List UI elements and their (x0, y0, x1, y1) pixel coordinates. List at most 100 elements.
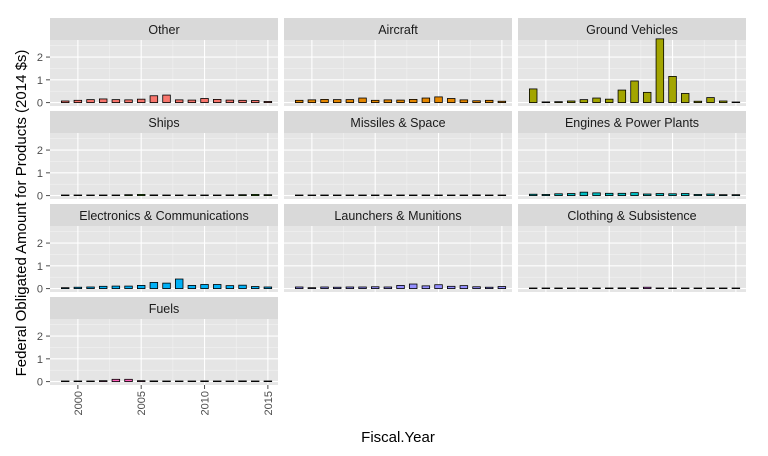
facet-label: Clothing & Subsistence (567, 209, 696, 223)
bar-missiles-and-space-2014 (484, 194, 494, 196)
y-tick-label: 1 (37, 168, 43, 180)
facet-strip (284, 204, 512, 226)
bar-ships-2007 (162, 194, 171, 196)
panel-aircraft: Aircraft (284, 18, 512, 106)
x-tick-label: 2010 (200, 391, 212, 415)
bar-electronics-and-communications-2000 (73, 286, 83, 289)
panel-electronics-and-communications: Electronics & Communications (50, 204, 278, 292)
bar-ships-2011 (212, 194, 222, 196)
bar-fuels-2012 (225, 380, 235, 382)
bar-missiles-and-space-2013 (472, 194, 481, 196)
bar-ships-2012 (225, 194, 235, 196)
bar-other-2006 (149, 95, 159, 103)
bar-fuels-2006 (149, 380, 159, 382)
bar-other-2004 (124, 99, 133, 103)
panel-background (518, 226, 746, 292)
bar-other-2000 (73, 99, 83, 103)
bar-ground-vehicles-2000 (541, 101, 551, 103)
bar-fuels-2009 (187, 380, 197, 382)
y-tick-label: 1 (37, 75, 43, 87)
bar-missiles-and-space-2004 (358, 194, 367, 196)
bar-aircraft-2015 (497, 100, 507, 103)
bar-ground-vehicles-2007 (630, 80, 639, 103)
bar-electronics-and-communications-2014 (250, 286, 260, 289)
bar-ships-2008 (174, 194, 184, 196)
bar-ships-2014 (250, 194, 260, 196)
bar-ground-vehicles-2008 (643, 91, 652, 103)
bar-launchers-and-munitions-2004 (358, 286, 367, 289)
x-tick-label: 2015 (263, 391, 275, 415)
y-axis-title: Federal Obligated Amount for Products (2… (13, 50, 30, 377)
panel-other: Other (50, 18, 278, 106)
bar-engines-and-power-plants-2002 (567, 193, 576, 196)
bar-engines-and-power-plants-2014 (719, 194, 728, 196)
bar-ground-vehicles-2015 (731, 101, 741, 103)
bar-missiles-and-space-2008 (408, 194, 418, 196)
y-axis-ticks: 0 1 2 0 1 2 0 1 2 0 1 2 (37, 52, 50, 389)
bar-ground-vehicles-2011 (681, 93, 690, 103)
bar-other-2007 (162, 94, 171, 103)
bar-engines-and-power-plants-2004 (592, 192, 601, 196)
bar-clothing-and-subsistence-2010 (668, 287, 677, 289)
bar-fuels-1999 (61, 380, 70, 382)
panel-background (518, 133, 746, 199)
bar-clothing-and-subsistence-2009 (655, 287, 665, 289)
facet-label: Missiles & Space (350, 116, 445, 130)
bar-aircraft-1999 (294, 99, 304, 103)
bar-other-2003 (111, 99, 121, 103)
bar-ships-2009 (187, 194, 197, 196)
bar-fuels-2014 (250, 380, 260, 382)
bar-ships-2004 (124, 194, 133, 196)
y-tick-label: 2 (37, 145, 43, 157)
bar-missiles-and-space-2003 (345, 194, 355, 196)
bar-other-2010 (200, 98, 209, 103)
bar-missiles-and-space-2012 (459, 194, 469, 196)
bar-launchers-and-munitions-2011 (446, 285, 456, 289)
bar-fuels-2002 (99, 380, 108, 382)
y-tick-label: 2 (37, 238, 43, 250)
bar-ships-2000 (73, 194, 83, 196)
panel-clothing-and-subsistence: Clothing & Subsistence (518, 204, 746, 292)
bar-ships-2003 (111, 194, 121, 196)
bar-aircraft-2001 (320, 99, 329, 103)
bar-engines-and-power-plants-2010 (668, 193, 677, 196)
bar-ships-2001 (86, 194, 95, 196)
bar-engines-and-power-plants-2005 (605, 192, 614, 196)
bar-launchers-and-munitions-1999 (294, 286, 304, 289)
facet-strip (50, 18, 278, 40)
bar-aircraft-2013 (472, 100, 481, 103)
bar-other-2009 (187, 99, 197, 103)
bar-aircraft-2008 (408, 99, 418, 103)
y-tick-label: 0 (37, 98, 43, 110)
facet-label: Ground Vehicles (586, 23, 678, 37)
bar-other-2008 (174, 99, 184, 103)
panel-background (284, 133, 512, 199)
bar-engines-and-power-plants-2015 (731, 194, 741, 196)
facet-label: Other (148, 23, 179, 37)
bar-ships-2002 (99, 194, 108, 196)
bar-aircraft-2002 (332, 99, 342, 103)
bar-missiles-and-space-1999 (294, 194, 304, 196)
facet-label: Ships (148, 116, 179, 130)
bar-aircraft-2010 (434, 96, 443, 103)
bar-clothing-and-subsistence-2003 (579, 287, 589, 289)
bar-launchers-and-munitions-2002 (332, 286, 342, 289)
bar-engines-and-power-plants-2009 (655, 193, 665, 196)
bar-launchers-and-munitions-2015 (497, 286, 507, 289)
x-axis-ticks: 2000 2005 2010 2015 (73, 385, 275, 415)
facet-strip (518, 111, 746, 133)
bar-other-2011 (212, 99, 222, 103)
bar-aircraft-2006 (383, 99, 393, 103)
bar-electronics-and-communications-2005 (136, 284, 146, 289)
bar-clothing-and-subsistence-2014 (719, 287, 728, 289)
bar-launchers-and-munitions-2005 (370, 286, 380, 289)
bar-clothing-and-subsistence-2005 (605, 287, 614, 289)
bar-clothing-and-subsistence-2011 (681, 287, 690, 289)
bar-aircraft-2012 (459, 99, 469, 103)
facet-label: Aircraft (378, 23, 418, 37)
bar-ships-2006 (149, 194, 159, 196)
panel-background (284, 226, 512, 292)
bar-other-2012 (225, 99, 235, 103)
bar-electronics-and-communications-1999 (61, 287, 70, 289)
